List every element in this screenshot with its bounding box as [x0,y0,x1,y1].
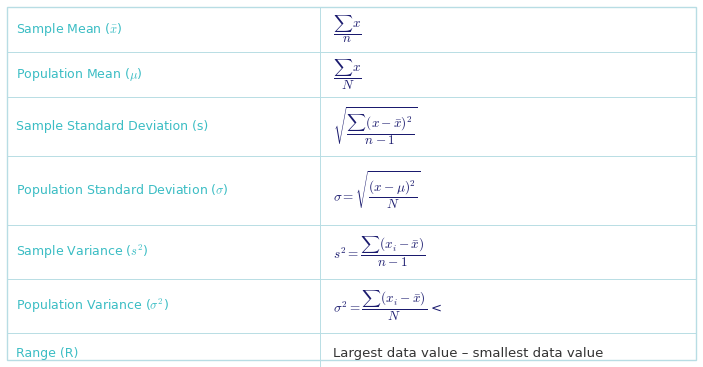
Text: $\sigma = \sqrt{\dfrac{(x-\mu)^2}{N}}$: $\sigma = \sqrt{\dfrac{(x-\mu)^2}{N}}$ [333,170,421,211]
Text: $s^2 = \dfrac{\sum(x_i-\bar{x})}{n-1}$: $s^2 = \dfrac{\sum(x_i-\bar{x})}{n-1}$ [333,235,426,269]
Text: Population Mean ($\mu$): Population Mean ($\mu$) [16,66,143,83]
Text: $\sigma^2 = \dfrac{\sum(x_i-\bar{x})}{N}$ <: $\sigma^2 = \dfrac{\sum(x_i-\bar{x})}{N}… [333,289,443,323]
Text: Sample Variance ($s^2$): Sample Variance ($s^2$) [16,243,148,261]
Text: Range (R): Range (R) [16,347,79,360]
Text: Population Standard Deviation ($\sigma$): Population Standard Deviation ($\sigma$) [16,182,229,199]
Text: $\dfrac{\sum x}{N}$: $\dfrac{\sum x}{N}$ [333,58,362,92]
Text: $\sqrt{\dfrac{\sum(x-\bar{x})^2}{n-1}}$: $\sqrt{\dfrac{\sum(x-\bar{x})^2}{n-1}}$ [333,106,418,148]
Text: Largest data value – smallest data value: Largest data value – smallest data value [333,347,603,360]
Text: Sample Mean ($\bar{x}$): Sample Mean ($\bar{x}$) [16,21,123,38]
Text: Sample Standard Deviation (s): Sample Standard Deviation (s) [16,120,208,133]
Text: $\dfrac{\sum x}{n}$: $\dfrac{\sum x}{n}$ [333,14,362,45]
Text: Population Variance ($\sigma^2$): Population Variance ($\sigma^2$) [16,297,169,315]
